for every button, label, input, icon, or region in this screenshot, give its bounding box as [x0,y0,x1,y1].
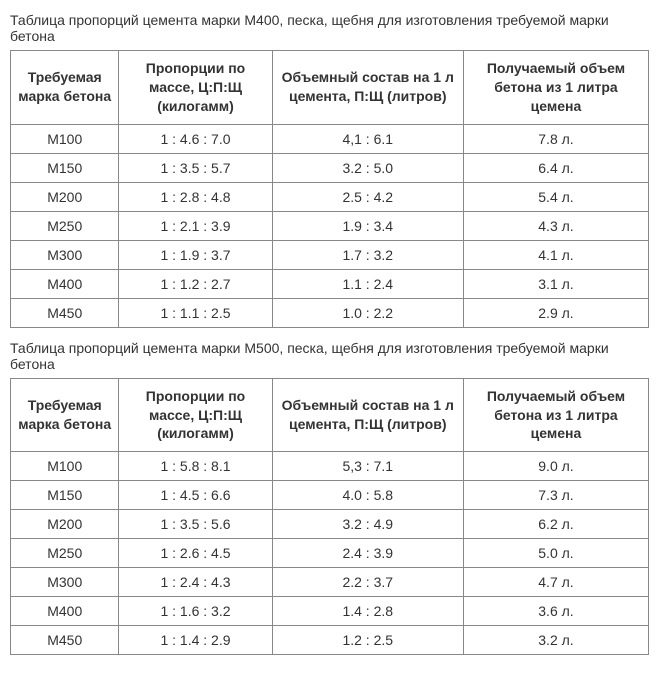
table-cell: 6.2 л. [463,510,648,539]
table-cell: М450 [11,298,119,327]
table-cell: 5.4 л. [463,182,648,211]
table-cell: 7.3 л. [463,481,648,510]
table1-col-header: Пропорции по массе, Ц:П:Щ (килогамм) [119,51,272,125]
table-row: М2501 : 2.6 : 4.52.4 : 3.95.0 л. [11,539,649,568]
table-cell: 2.4 : 3.9 [272,539,463,568]
table-cell: 1 : 1.6 : 3.2 [119,597,272,626]
table-cell: М100 [11,124,119,153]
table-cell: 4.3 л. [463,211,648,240]
table-cell: 1 : 3.5 : 5.6 [119,510,272,539]
table-cell: 4.0 : 5.8 [272,481,463,510]
table2-col-header: Пропорции по массе, Ц:П:Щ (килогамм) [119,378,272,452]
table-cell: М150 [11,481,119,510]
table-row: М2001 : 2.8 : 4.82.5 : 4.25.4 л. [11,182,649,211]
table-cell: М100 [11,452,119,481]
table-cell: М300 [11,568,119,597]
table-cell: 3.2 : 4.9 [272,510,463,539]
table-cell: М400 [11,597,119,626]
table-row: М3001 : 2.4 : 4.32.2 : 3.74.7 л. [11,568,649,597]
table-cell: 2.2 : 3.7 [272,568,463,597]
table-cell: 1 : 2.6 : 4.5 [119,539,272,568]
table1-col-header: Объемный состав на 1 л цемента, П:Щ (лит… [272,51,463,125]
table-row: М1001 : 4.6 : 7.04,1 : 6.17.8 л. [11,124,649,153]
table-cell: 1 : 1.4 : 2.9 [119,626,272,655]
table-cell: 1 : 2.1 : 3.9 [119,211,272,240]
table2-col-header: Получаемый объем бетона из 1 литра цемен… [463,378,648,452]
table-row: М1501 : 3.5 : 5.73.2 : 5.06.4 л. [11,153,649,182]
table-cell: М200 [11,182,119,211]
table-row: М4501 : 1.4 : 2.91.2 : 2.53.2 л. [11,626,649,655]
table2-col-header: Требуемая марка бетона [11,378,119,452]
table-cell: М300 [11,240,119,269]
table-cell: М450 [11,626,119,655]
table-cell: М150 [11,153,119,182]
table-row: М4501 : 1.1 : 2.51.0 : 2.22.9 л. [11,298,649,327]
table-cell: 1 : 1.1 : 2.5 [119,298,272,327]
table-cell: 9.0 л. [463,452,648,481]
table-cell: 6.4 л. [463,153,648,182]
table-cell: 1.1 : 2.4 [272,269,463,298]
table-cell: 7.8 л. [463,124,648,153]
table1-caption: Таблица пропорций цемента марки М400, пе… [10,12,649,44]
table-cell: М200 [11,510,119,539]
table-row: М4001 : 1.6 : 3.21.4 : 2.83.6 л. [11,597,649,626]
table2-header-row: Требуемая марка бетона Пропорции по масс… [11,378,649,452]
table-cell: 1 : 4.6 : 7.0 [119,124,272,153]
table-cell: 1 : 2.8 : 4.8 [119,182,272,211]
table-cell: М250 [11,539,119,568]
table-cell: 1 : 4.5 : 6.6 [119,481,272,510]
table-cell: 1.4 : 2.8 [272,597,463,626]
table-row: М1001 : 5.8 : 8.15,3 : 7.19.0 л. [11,452,649,481]
table2-col-header: Объемный состав на 1 л цемента, П:Щ (лит… [272,378,463,452]
table-cell: М400 [11,269,119,298]
table-cell: 1 : 1.9 : 3.7 [119,240,272,269]
table-cell: 3.1 л. [463,269,648,298]
table-cell: 3.6 л. [463,597,648,626]
table-cell: 1.2 : 2.5 [272,626,463,655]
table-cell: 4.1 л. [463,240,648,269]
table-row: М1501 : 4.5 : 6.64.0 : 5.87.3 л. [11,481,649,510]
table1-header-row: Требуемая марка бетона Пропорции по масс… [11,51,649,125]
proportions-table-m500: Требуемая марка бетона Пропорции по масс… [10,378,649,656]
table1-col-header: Требуемая марка бетона [11,51,119,125]
table-cell: 5.0 л. [463,539,648,568]
table-row: М2501 : 2.1 : 3.91.9 : 3.44.3 л. [11,211,649,240]
table-cell: 5,3 : 7.1 [272,452,463,481]
table-cell: 3.2 : 5.0 [272,153,463,182]
table-cell: М250 [11,211,119,240]
table-cell: 1.7 : 3.2 [272,240,463,269]
table-row: М3001 : 1.9 : 3.71.7 : 3.24.1 л. [11,240,649,269]
table-cell: 1 : 2.4 : 4.3 [119,568,272,597]
table-cell: 4,1 : 6.1 [272,124,463,153]
table-cell: 2.5 : 4.2 [272,182,463,211]
table-cell: 2.9 л. [463,298,648,327]
table-cell: 1 : 3.5 : 5.7 [119,153,272,182]
table-cell: 3.2 л. [463,626,648,655]
table-cell: 1 : 5.8 : 8.1 [119,452,272,481]
table-cell: 1.9 : 3.4 [272,211,463,240]
table-cell: 1 : 1.2 : 2.7 [119,269,272,298]
table-row: М4001 : 1.2 : 2.71.1 : 2.43.1 л. [11,269,649,298]
table-cell: 1.0 : 2.2 [272,298,463,327]
table-row: М2001 : 3.5 : 5.63.2 : 4.96.2 л. [11,510,649,539]
table2-caption: Таблица пропорций цемента марки М500, пе… [10,340,649,372]
table1-col-header: Получаемый объем бетона из 1 литра цемен… [463,51,648,125]
table-cell: 4.7 л. [463,568,648,597]
proportions-table-m400: Требуемая марка бетона Пропорции по масс… [10,50,649,328]
